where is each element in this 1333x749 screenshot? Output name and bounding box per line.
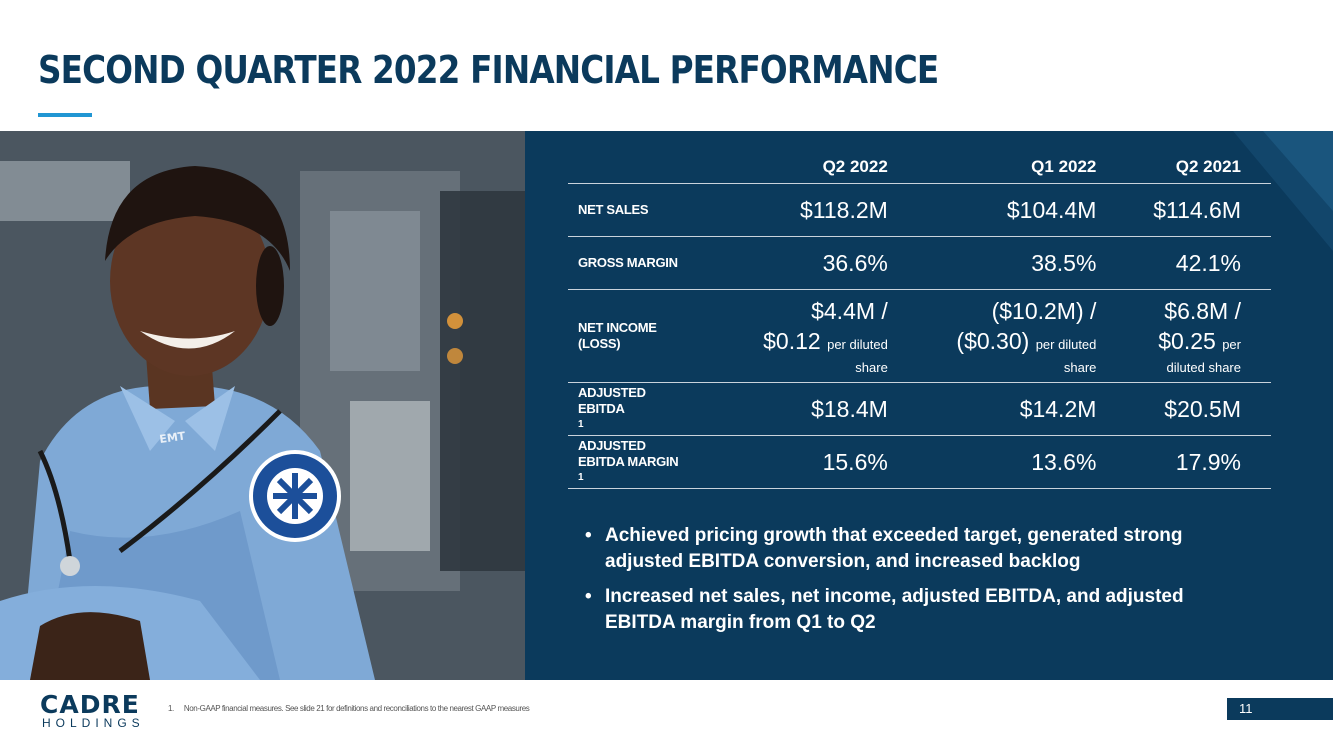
cell-value: 38.5% [917, 236, 1127, 290]
header-q1-2022: Q1 2022 [917, 149, 1127, 184]
highlights-list: • Achieved pricing growth that exceeded t… [585, 523, 1225, 645]
net-income-amount: $6.8M / [1164, 298, 1241, 324]
row-label-line1: ADJUSTED [578, 385, 646, 400]
net-income-amount: ($10.2M) / [991, 298, 1097, 324]
row-label: ADJUSTED EBITDA MARGIN 1 [568, 435, 728, 489]
cell-value: $118.2M [728, 183, 918, 237]
table-row-net-income: NET INCOME (LOSS) $4.4M / $0.12 per dilu… [568, 289, 1271, 383]
title-underline [38, 113, 92, 117]
row-label-line1: ADJUSTED [578, 438, 646, 453]
company-logo-subtitle: HOLDINGS [42, 716, 145, 730]
net-income-amount: $4.4M / [811, 298, 888, 324]
table-row-gross-margin: GROSS MARGIN 36.6% 38.5% 42.1% [568, 236, 1271, 290]
bullet-text: Achieved pricing growth that exceeded ta… [605, 525, 1183, 572]
header-q2-2021: Q2 2021 [1126, 149, 1271, 184]
emt-photo: EMT [0, 131, 525, 680]
cell-value: 15.6% [728, 435, 918, 489]
eps-suffix: per diluted [1035, 337, 1097, 352]
page-title: SECOND QUARTER 2022 FINANCIAL PERFORMANC… [38, 48, 939, 92]
footnote-number: 1. [168, 704, 174, 713]
header-blank [568, 149, 728, 184]
cell-value: 17.9% [1126, 435, 1271, 489]
header-q2-2022: Q2 2022 [728, 149, 918, 184]
eps-suffix-line2: share [1063, 360, 1097, 375]
bullet-dot: • [585, 525, 592, 546]
eps-suffix-line2: diluted share [1166, 360, 1241, 375]
financials-panel: Q2 2022 Q1 2022 Q2 2021 NET SALES $118.2… [525, 131, 1333, 680]
cell-value: $104.4M [917, 183, 1127, 237]
list-item: • Increased net sales, net income, adjust… [585, 584, 1225, 636]
table-row-adjusted-ebitda-margin: ADJUSTED EBITDA MARGIN 1 15.6% 13.6% 17.… [568, 435, 1271, 489]
cell-value: 13.6% [917, 435, 1127, 489]
eps-amount: $0.12 [763, 328, 821, 354]
footnote-text: Non-GAAP financial measures. See slide 2… [183, 704, 530, 713]
table-row-net-sales: NET SALES $118.2M $104.4M $114.6M [568, 183, 1271, 237]
company-logo: CADRE [40, 690, 140, 719]
row-label: GROSS MARGIN [568, 236, 728, 290]
cell-value: $6.8M / $0.25 per diluted share [1126, 289, 1271, 383]
eps-amount: $0.25 [1158, 328, 1216, 354]
table-header-row: Q2 2022 Q1 2022 Q2 2021 [568, 149, 1271, 184]
eps-suffix: per [1222, 337, 1241, 352]
row-label-line2: EBITDA MARGIN [578, 454, 679, 469]
bullet-text: Increased net sales, net income, adjuste… [605, 586, 1184, 633]
emt-photo-illustration: EMT [0, 131, 525, 680]
table-row-adjusted-ebitda: ADJUSTED EBITDA 1 $18.4M $14.2M $20.5M [568, 382, 1271, 436]
cell-value: $14.2M [917, 382, 1127, 436]
cell-value: 42.1% [1126, 236, 1271, 290]
eps-suffix: per diluted [827, 337, 888, 352]
row-label-line2: EBITDA [578, 401, 625, 416]
cell-value: $114.6M [1126, 183, 1271, 237]
cell-value: $20.5M [1126, 382, 1271, 436]
page-number: 11 [1239, 701, 1253, 716]
row-label-line2: (LOSS) [578, 336, 621, 351]
cell-value: $4.4M / $0.12 per diluted share [728, 289, 918, 383]
list-item: • Achieved pricing growth that exceeded t… [585, 523, 1225, 575]
row-label: NET SALES [568, 183, 728, 237]
cell-value: ($10.2M) / ($0.30) per diluted share [917, 289, 1127, 383]
financial-table: Q2 2022 Q1 2022 Q2 2021 NET SALES $118.2… [568, 149, 1271, 489]
eps-amount: ($0.30) [956, 328, 1030, 354]
footnote-mark: 1 [578, 472, 584, 483]
page-number-box: 11 [1227, 698, 1333, 720]
cell-value: $18.4M [728, 382, 918, 436]
footnote-mark: 1 [578, 419, 584, 430]
shirt-badge-text: EMT [159, 429, 187, 446]
eps-suffix-line2: share [855, 360, 888, 375]
row-label: ADJUSTED EBITDA 1 [568, 382, 728, 436]
row-label: NET INCOME (LOSS) [568, 289, 728, 383]
row-label-line1: NET INCOME [578, 320, 657, 335]
cell-value: 36.6% [728, 236, 918, 290]
bullet-dot: • [585, 586, 592, 607]
footnote: 1. Non-GAAP financial measures. See slide… [168, 704, 530, 713]
